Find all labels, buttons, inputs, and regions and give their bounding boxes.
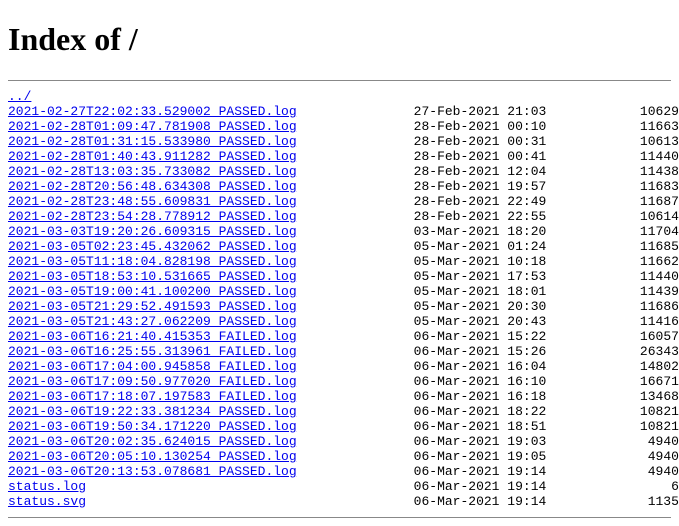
file-link[interactable]: 2021-02-28T01:09:47.781908_PASSED.log — [8, 119, 297, 134]
directory-listing: ../ 2021-02-27T22:02:33.529002_PASSED.lo… — [8, 89, 671, 509]
file-link[interactable]: 2021-02-28T01:31:15.533980_PASSED.log — [8, 134, 297, 149]
file-link[interactable]: 2021-03-06T17:04:00.945858_FAILED.log — [8, 359, 297, 374]
file-link[interactable]: status.svg — [8, 494, 86, 509]
file-link[interactable]: 2021-02-28T23:48:55.609831_PASSED.log — [8, 194, 297, 209]
file-link[interactable]: 2021-03-06T17:18:07.197583_FAILED.log — [8, 389, 297, 404]
page-title: Index of / — [8, 21, 671, 58]
file-link[interactable]: 2021-03-05T21:29:52.491593_PASSED.log — [8, 299, 297, 314]
file-link[interactable]: 2021-02-28T13:03:35.733082_PASSED.log — [8, 164, 297, 179]
file-link[interactable]: 2021-03-06T17:09:50.977020_FAILED.log — [8, 374, 297, 389]
file-link[interactable]: 2021-02-28T20:56:48.634308_PASSED.log — [8, 179, 297, 194]
file-link[interactable]: 2021-03-06T16:25:55.313961_FAILED.log — [8, 344, 297, 359]
file-link[interactable]: 2021-02-28T23:54:28.778912_PASSED.log — [8, 209, 297, 224]
file-link[interactable]: 2021-03-06T20:13:53.078681_PASSED.log — [8, 464, 297, 479]
file-link[interactable]: 2021-03-06T19:50:34.171220_PASSED.log — [8, 419, 297, 434]
file-link[interactable]: 2021-03-05T02:23:45.432062_PASSED.log — [8, 239, 297, 254]
file-link[interactable]: 2021-03-06T20:05:10.130254_PASSED.log — [8, 449, 297, 464]
file-link[interactable]: 2021-03-05T21:43:27.062209_PASSED.log — [8, 314, 297, 329]
file-link[interactable]: 2021-03-06T20:02:35.624015_PASSED.log — [8, 434, 297, 449]
divider-bottom — [8, 517, 671, 518]
file-link[interactable]: 2021-03-06T16:21:40.415353_FAILED.log — [8, 329, 297, 344]
divider-top — [8, 80, 671, 81]
file-link[interactable]: 2021-02-28T01:40:43.911282_PASSED.log — [8, 149, 297, 164]
file-link[interactable]: 2021-03-05T18:53:10.531665_PASSED.log — [8, 269, 297, 284]
parent-directory-link[interactable]: ../ — [8, 89, 31, 104]
file-link[interactable]: status.log — [8, 479, 86, 494]
file-link[interactable]: 2021-03-06T19:22:33.381234_PASSED.log — [8, 404, 297, 419]
file-link[interactable]: 2021-03-05T19:00:41.100200_PASSED.log — [8, 284, 297, 299]
file-link[interactable]: 2021-03-03T19:20:26.609315_PASSED.log — [8, 224, 297, 239]
file-link[interactable]: 2021-03-05T11:18:04.828198_PASSED.log — [8, 254, 297, 269]
file-link[interactable]: 2021-02-27T22:02:33.529002_PASSED.log — [8, 104, 297, 119]
